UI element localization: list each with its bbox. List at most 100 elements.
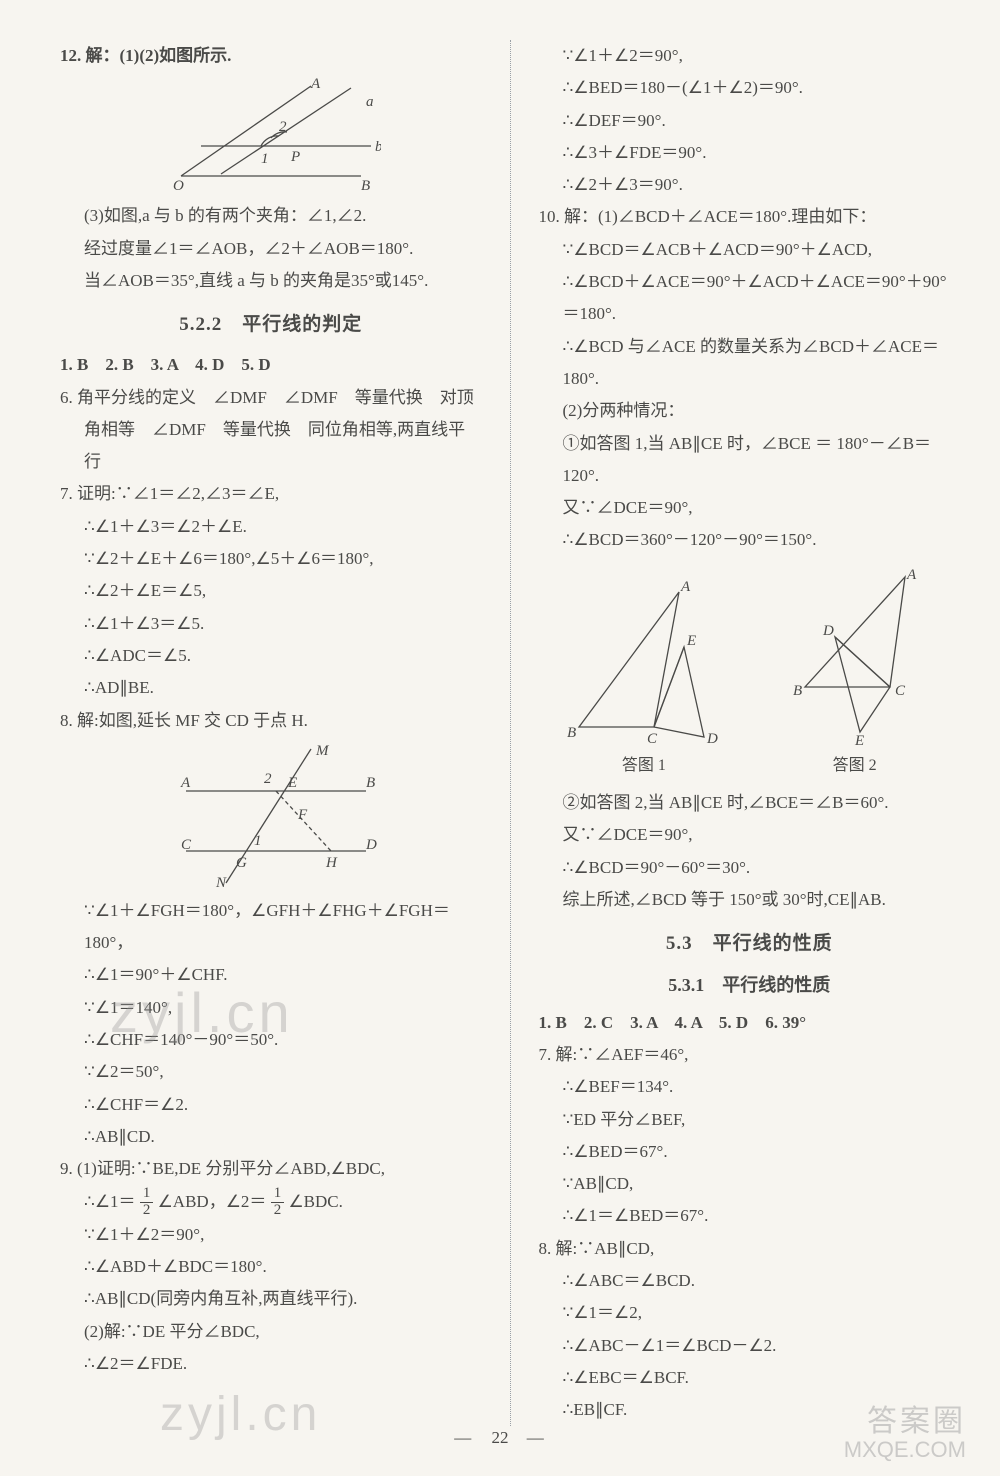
q6-text: 6. 角平分线的定义 ∠DMF ∠DMF 等量代换 对顶角相等 ∠DMF 等量代…	[60, 382, 482, 479]
q7-line: ∴∠2＋∠E＝∠5,	[60, 575, 482, 607]
q8-line: ∴∠CHF＝140°－90°＝50°.	[60, 1024, 482, 1056]
q7r-line: ∴∠BED＝67°.	[539, 1136, 961, 1168]
q10-line: ②如答图 2,当 AB∥CE 时,∠BCE＝∠B＝60°.	[539, 787, 961, 819]
q10-line: ∴∠BCD＋∠ACE＝90°＋∠ACD＋∠ACE＝90°＋90°＝180°.	[539, 266, 961, 331]
q8-line: ∴∠CHF＝∠2.	[60, 1089, 482, 1121]
cont-line: ∵∠1＋∠2＝90°,	[539, 40, 961, 72]
q8r-line: ∴∠EBC＝∠BCF.	[539, 1362, 961, 1394]
svg-text:E: E	[287, 775, 297, 791]
svg-text:C: C	[181, 837, 192, 853]
q8r-heading: 8. 解:∵AB∥CD,	[539, 1233, 961, 1265]
svg-text:G: G	[236, 855, 247, 871]
text: ∴∠1＝	[84, 1192, 136, 1211]
svg-text:2: 2	[264, 771, 272, 787]
svg-text:2: 2	[279, 119, 287, 135]
q10-heading: 10. 解：(1)∠BCD＋∠ACE＝180°.理由如下：	[539, 201, 961, 233]
text: ∠ABD，∠2＝	[158, 1192, 267, 1211]
q10-line: ①如答图 1,当 AB∥CE 时，∠BCE ＝ 180°－∠B＝120°.	[539, 428, 961, 493]
q7-line: ∵∠2＋∠E＋∠6＝180°,∠5＋∠6＝180°,	[60, 543, 482, 575]
q9-line: (2)解:∵DE 平分∠BDC,	[60, 1316, 482, 1348]
svg-text:P: P	[290, 149, 300, 165]
q7-line: ∴∠1＋∠3＝∠5.	[60, 608, 482, 640]
section-5-2-2-title: 5.2.2 平行线的判定	[60, 307, 482, 343]
q8-heading: 8. 解:如图,延长 MF 交 CD 于点 H.	[60, 705, 482, 737]
q9-heading: 9. (1)证明:∵BE,DE 分别平分∠ABD,∠BDC,	[60, 1153, 482, 1185]
dash: —	[454, 1428, 473, 1447]
svg-text:B: B	[361, 178, 370, 194]
fig-caption-1: 答图 1	[539, 751, 750, 781]
q8-line: ∴AB∥CD.	[60, 1121, 482, 1153]
q12-figure: A a b P B O 1 2	[161, 76, 381, 196]
text: ∠BDC.	[288, 1192, 342, 1211]
mcq-answers-522: 1. B 2. B 3. A 4. D 5. D	[60, 349, 482, 381]
right-column: ∵∠1＋∠2＝90°, ∴∠BED＝180－(∠1＋∠2)＝90°. ∴∠DEF…	[539, 40, 961, 1426]
q9-line: ∴AB∥CD(同旁内角互补,两直线平行).	[60, 1283, 482, 1315]
q7-line: ∴∠ADC＝∠5.	[60, 640, 482, 672]
cont-line: ∴∠BED＝180－(∠1＋∠2)＝90°.	[539, 72, 961, 104]
q8r-line: ∴∠ABC＝∠BCD.	[539, 1265, 961, 1297]
q7r-heading: 7. 解:∵∠AEF＝46°,	[539, 1039, 961, 1071]
q10-line: 又∵∠DCE＝90°,	[539, 819, 961, 851]
svg-text:M: M	[315, 743, 330, 759]
q9-line: ∵∠1＋∠2＝90°,	[60, 1219, 482, 1251]
mcq-answers-531: 1. B 2. C 3. A 4. A 5. D 6. 39°	[539, 1007, 961, 1039]
svg-text:B: B	[793, 683, 802, 699]
page-number: — 22 —	[0, 1422, 1000, 1454]
q9-line: ∴∠2＝∠FDE.	[60, 1348, 482, 1380]
fraction-half: 12	[140, 1186, 154, 1219]
two-column-layout: 12. 解：(1)(2)如图所示. A a b P B O	[60, 40, 960, 1426]
page: 12. 解：(1)(2)如图所示. A a b P B O	[0, 0, 1000, 1476]
svg-text:1: 1	[254, 833, 262, 849]
q8-figure: M A B E 2 F C D 1 G H N	[156, 741, 386, 891]
svg-text:A: A	[906, 567, 917, 583]
q10-line: 又∵∠DCE＝90°,	[539, 492, 961, 524]
q8r-line: ∴∠ABC－∠1＝∠BCD－∠2.	[539, 1330, 961, 1362]
svg-text:D: D	[706, 731, 718, 747]
svg-text:b: b	[375, 139, 381, 155]
svg-text:B: B	[366, 775, 375, 791]
q8-line: ∵∠1＝140°,	[60, 992, 482, 1024]
left-column: 12. 解：(1)(2)如图所示. A a b P B O	[60, 40, 482, 1426]
svg-text:H: H	[325, 855, 338, 871]
q10-line: 综上所述,∠BCD 等于 150°或 30°时,CE∥AB.	[539, 884, 961, 916]
svg-text:D: D	[365, 837, 377, 853]
page-number-value: 22	[478, 1422, 523, 1454]
q10-line: ∴∠BCD＝90°－60°＝30°.	[539, 852, 961, 884]
q9-line-frac: ∴∠1＝ 12 ∠ABD，∠2＝ 12 ∠BDC.	[60, 1186, 482, 1219]
cont-line: ∴∠DEF＝90°.	[539, 105, 961, 137]
q7r-line: ∵AB∥CD,	[539, 1168, 961, 1200]
q7-line: ∴∠1＋∠3＝∠2＋∠E.	[60, 511, 482, 543]
q10-line: ∴∠BCD＝360°－120°－90°＝150°.	[539, 524, 961, 556]
q12-line: 经过度量∠1＝∠AOB，∠2＋∠AOB＝180°.	[60, 233, 482, 265]
svg-text:A: A	[680, 579, 691, 595]
svg-text:D: D	[822, 623, 834, 639]
fig-caption-2: 答图 2	[749, 751, 960, 781]
svg-text:1: 1	[261, 151, 269, 167]
q12-line: 当∠AOB＝35°,直线 a 与 b 的夹角是35°或145°.	[60, 265, 482, 297]
fraction-half: 12	[271, 1186, 285, 1219]
q8r-line: ∵∠1＝∠2,	[539, 1297, 961, 1329]
q7r-line: ∴∠BEF＝134°.	[539, 1071, 961, 1103]
svg-text:F: F	[297, 807, 308, 823]
section-5-3-1-title: 5.3.1 平行线的性质	[539, 968, 961, 1002]
svg-text:A: A	[180, 775, 191, 791]
q7-heading: 7. 证明:∵∠1＝∠2,∠3＝∠E,	[60, 478, 482, 510]
svg-text:O: O	[173, 178, 184, 194]
svg-text:C: C	[895, 683, 906, 699]
svg-text:A: A	[310, 76, 321, 92]
svg-text:C: C	[647, 731, 658, 747]
q7r-line: ∴∠1＝∠BED＝67°.	[539, 1200, 961, 1232]
q10-line: ∵∠BCD＝∠ACB＋∠ACD＝90°＋∠ACD,	[539, 234, 961, 266]
cont-line: ∴∠3＋∠FDE＝90°.	[539, 137, 961, 169]
cont-line: ∴∠2＋∠3＝90°.	[539, 169, 961, 201]
dash: —	[527, 1428, 546, 1447]
q8-line: ∴∠1＝90°＋∠CHF.	[60, 959, 482, 991]
q10-line: (2)分两种情况：	[539, 395, 961, 427]
svg-text:N: N	[215, 875, 227, 891]
fig-answer-1: A B C D E 答图 1	[539, 573, 750, 781]
fig-answer-2: A B C D E 答图 2	[749, 563, 960, 781]
svg-text:B: B	[567, 725, 576, 741]
section-5-3-title: 5.3 平行线的性质	[539, 926, 961, 962]
column-separator	[510, 40, 511, 1426]
svg-text:E: E	[686, 633, 696, 649]
